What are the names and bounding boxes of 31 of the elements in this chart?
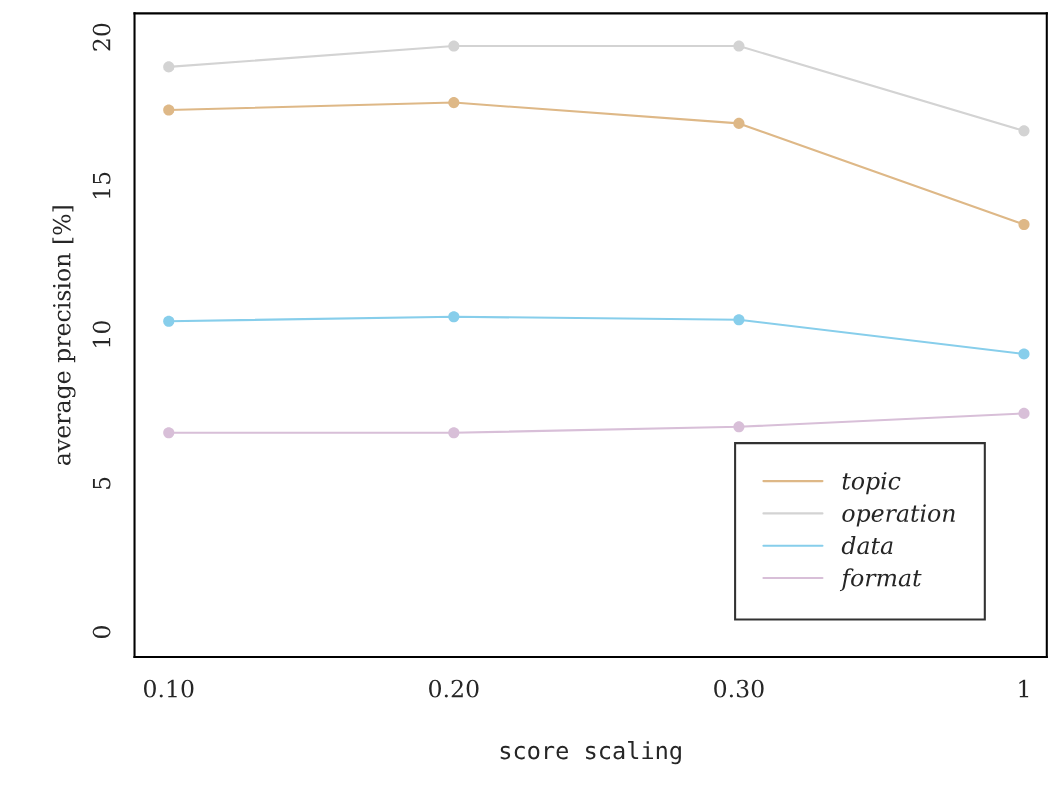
point xyxy=(448,311,460,323)
point xyxy=(1018,125,1030,137)
point xyxy=(733,421,745,433)
point xyxy=(448,97,460,109)
point xyxy=(163,427,175,439)
legend-label: topic xyxy=(842,471,901,495)
point xyxy=(448,40,460,52)
point xyxy=(733,117,745,129)
y-tick-label: 20 xyxy=(92,23,111,51)
y-tick-label: 15 xyxy=(92,172,111,199)
point xyxy=(1018,348,1030,360)
point xyxy=(1018,407,1030,419)
x-tick-label: 0.20 xyxy=(429,679,479,698)
point xyxy=(163,104,175,116)
x-tick-label: 0.10 xyxy=(144,679,194,698)
y-tick-label: 5 xyxy=(92,477,111,489)
x-tick-label: 0.30 xyxy=(714,679,764,698)
point xyxy=(1018,218,1030,231)
point xyxy=(448,427,460,439)
y-tick-label: 10 xyxy=(92,321,111,347)
legend-label: operation xyxy=(842,504,955,527)
point xyxy=(733,314,745,326)
y-axis-title: average precision [%] xyxy=(52,206,76,465)
x-axis-title: score scaling xyxy=(500,741,681,765)
point xyxy=(163,61,175,73)
point xyxy=(163,315,175,327)
x-tick-label: 1 xyxy=(1019,679,1029,698)
point xyxy=(733,40,745,52)
legend-label: format xyxy=(839,568,922,592)
legend-label: data xyxy=(841,536,893,555)
y-tick-label: 0 xyxy=(92,626,111,639)
